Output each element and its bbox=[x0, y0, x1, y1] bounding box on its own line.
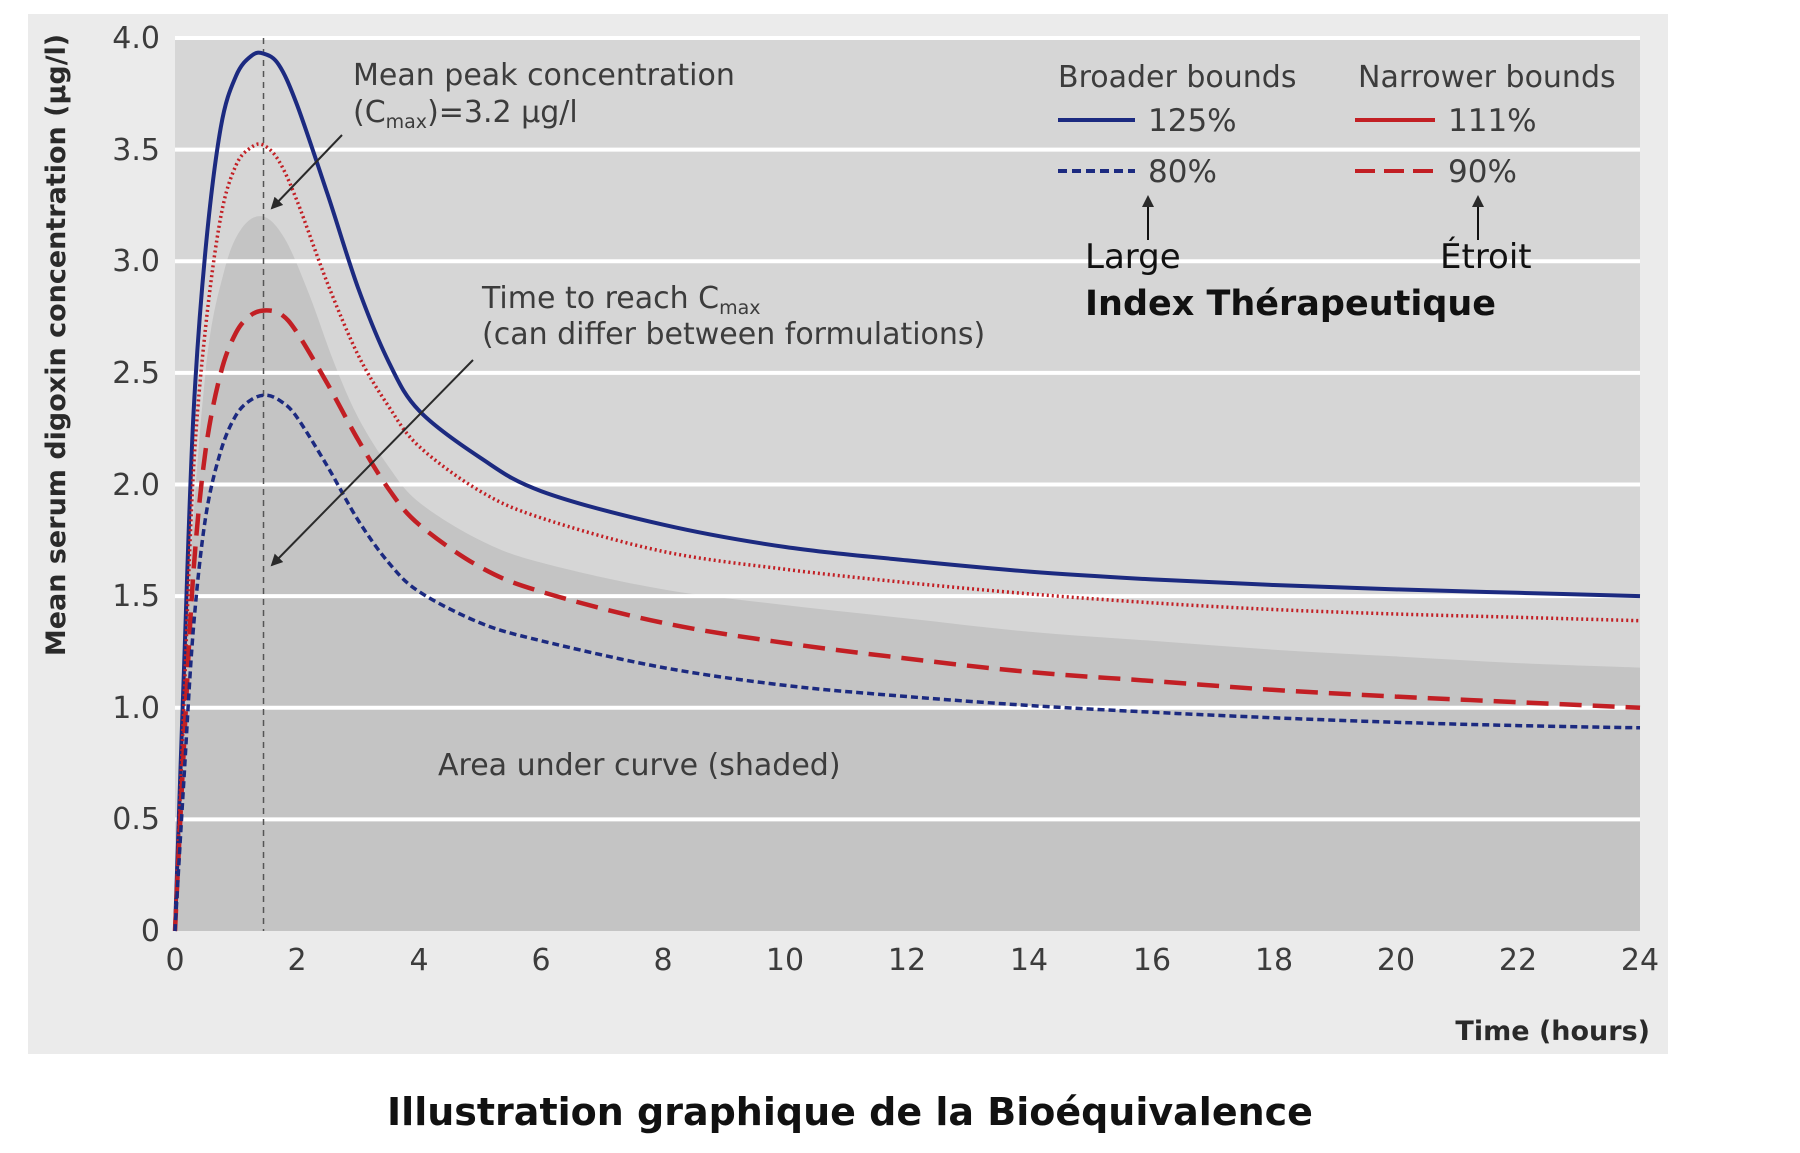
y-tick-label: 2.5 bbox=[112, 356, 160, 391]
tmax-annotation-line2: (can differ between formulations) bbox=[482, 317, 985, 352]
x-tick-label: 0 bbox=[165, 943, 184, 978]
y-axis-title: Mean serum digoxin concentration (µg/l) bbox=[41, 34, 72, 656]
y-tick-label: 0 bbox=[141, 914, 160, 949]
y-tick-label: 1.0 bbox=[112, 691, 160, 726]
legend-label-125: 125% bbox=[1148, 103, 1237, 139]
x-tick-label: 24 bbox=[1621, 943, 1659, 978]
therapeutic-index-label: Index Thérapeutique bbox=[1085, 284, 1496, 324]
figure-caption: Illustration graphique de la Bioéquivale… bbox=[387, 1090, 1313, 1134]
cmax-annotation-line1: Mean peak concentration bbox=[353, 58, 735, 93]
y-axis-ticks: 0 0.5 1.0 1.5 2.0 2.5 3.0 3.5 4.0 bbox=[112, 21, 160, 949]
legend-header-broader: Broader bounds bbox=[1058, 60, 1296, 95]
legend-label-90: 90% bbox=[1448, 154, 1517, 190]
x-tick-label: 14 bbox=[1010, 943, 1048, 978]
x-axis-title: Time (hours) bbox=[1455, 1016, 1650, 1047]
series-line-80pct bbox=[173, 393, 1641, 932]
x-tick-label: 8 bbox=[653, 943, 672, 978]
x-tick-label: 16 bbox=[1133, 943, 1171, 978]
x-axis-ticks: 0 2 4 6 8 10 12 14 16 18 20 22 24 bbox=[165, 943, 1659, 978]
series-line-125pct bbox=[173, 50, 1641, 932]
x-tick-label: 22 bbox=[1499, 943, 1537, 978]
x-tick-label: 2 bbox=[287, 943, 306, 978]
x-tick-label: 12 bbox=[888, 943, 926, 978]
y-tick-label: 3.5 bbox=[112, 133, 160, 168]
y-tick-label: 4.0 bbox=[112, 21, 160, 56]
tmax-annotation-line1: Time to reach Cmax bbox=[481, 281, 761, 319]
cmax-annotation-line2: (Cmax)=3.2 µg/l bbox=[353, 95, 578, 133]
y-tick-label: 2.0 bbox=[112, 468, 160, 503]
y-tick-label: 0.5 bbox=[112, 802, 160, 837]
legend-label-80: 80% bbox=[1148, 154, 1217, 190]
series-line-90pct bbox=[172, 308, 1641, 932]
x-tick-label: 6 bbox=[531, 943, 550, 978]
x-tick-label: 20 bbox=[1377, 943, 1415, 978]
series-lines bbox=[172, 50, 1641, 932]
x-tick-label: 18 bbox=[1255, 943, 1293, 978]
y-tick-label: 1.5 bbox=[112, 579, 160, 614]
etroit-label: Étroit bbox=[1440, 236, 1532, 277]
legend: Broader bounds Narrower bounds 125% 111%… bbox=[1058, 60, 1616, 324]
tmax-arrow bbox=[270, 359, 474, 567]
legend-header-narrower: Narrower bounds bbox=[1358, 60, 1616, 95]
large-label: Large bbox=[1085, 237, 1181, 277]
gridlines bbox=[175, 36, 1640, 822]
auc-annotation: Area under curve (shaded) bbox=[438, 748, 841, 783]
cmax-arrow bbox=[270, 134, 343, 210]
x-tick-label: 4 bbox=[409, 943, 428, 978]
x-tick-label: 10 bbox=[766, 943, 804, 978]
area-under-curve bbox=[175, 216, 1640, 931]
y-tick-label: 3.0 bbox=[112, 244, 160, 279]
legend-label-111: 111% bbox=[1448, 103, 1537, 139]
